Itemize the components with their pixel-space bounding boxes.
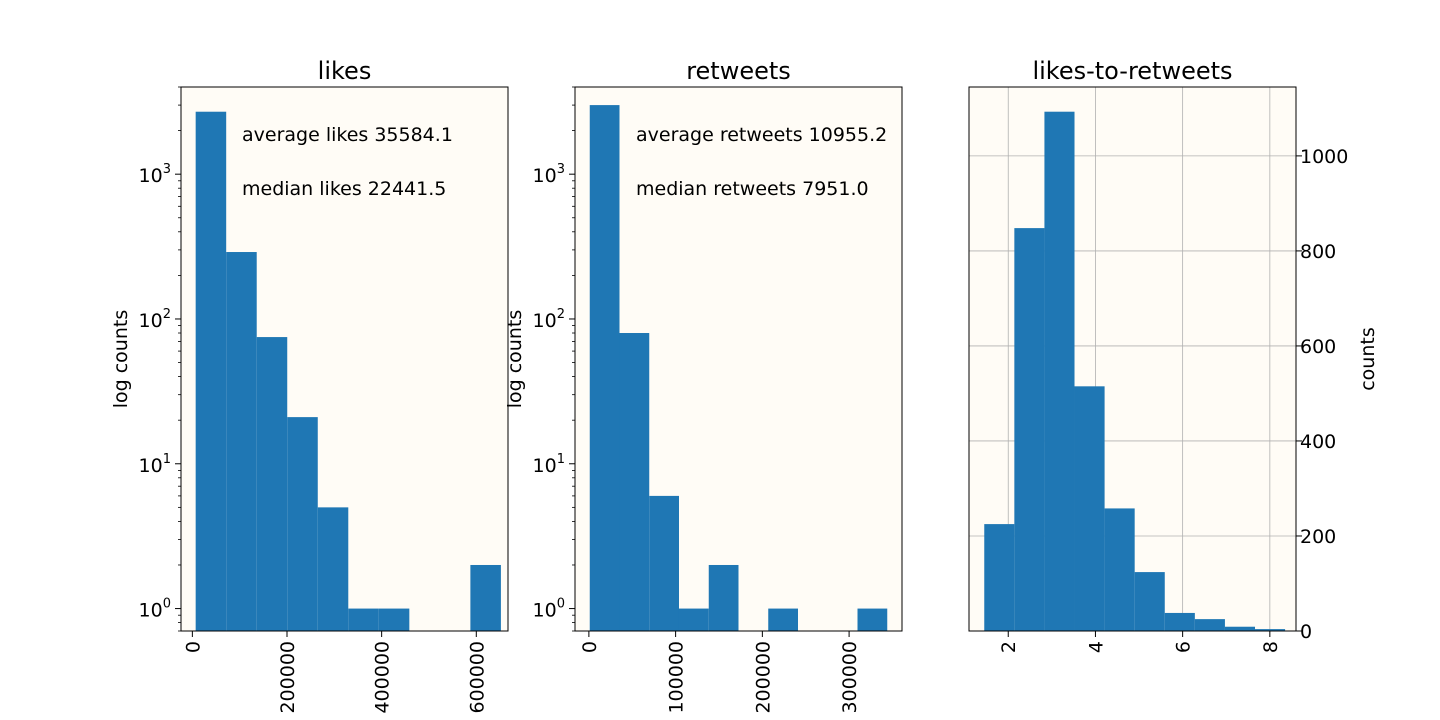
y-tick-label: 102 bbox=[139, 307, 171, 332]
histogram-bar bbox=[470, 564, 501, 631]
y-axis-label: log counts bbox=[110, 310, 132, 409]
y-axis-label: log counts bbox=[504, 310, 526, 409]
y-tick-label: 103 bbox=[139, 162, 171, 187]
axes-frame bbox=[968, 86, 1297, 632]
chart-title: retweets bbox=[686, 57, 791, 85]
x-tick-label: 600000 bbox=[466, 641, 488, 714]
x-tick-label: 6 bbox=[1173, 641, 1195, 653]
x-tick-label: 4 bbox=[1085, 641, 1107, 653]
annotation-text: average likes 35584.1 bbox=[242, 124, 453, 146]
annotation-text: median retweets 7951.0 bbox=[636, 178, 869, 200]
histogram-bar bbox=[1194, 619, 1225, 631]
y-axis-label: counts bbox=[1357, 327, 1379, 391]
x-tick-label: 100000 bbox=[666, 641, 688, 714]
x-tick-label: 0 bbox=[182, 641, 204, 653]
y-tick-label: 600 bbox=[1300, 336, 1336, 358]
histogram-bar bbox=[348, 608, 379, 631]
histogram-bar bbox=[1224, 626, 1256, 631]
histogram-bar bbox=[287, 417, 318, 631]
chart-title: likes bbox=[318, 57, 372, 85]
chart-panel-3: 2 4 6 8 0 200 400 600 800 1000 likes-to-retweets co… bbox=[968, 57, 1379, 653]
y-tick-label: 400 bbox=[1300, 431, 1336, 453]
histogram-bar bbox=[1074, 386, 1105, 631]
y-tick-label: 100 bbox=[139, 597, 171, 622]
y-tick-label: 103 bbox=[533, 162, 565, 187]
x-tick-label: 200000 bbox=[277, 641, 299, 714]
y-tick-label: 101 bbox=[533, 452, 565, 477]
histogram-bar bbox=[708, 564, 739, 631]
y-tick-label: 101 bbox=[139, 452, 171, 477]
chart-panel-1: 0 200000 400000 600000 100 101 102 103 likes log … bbox=[110, 57, 509, 714]
x-tick-label: 2 bbox=[998, 641, 1020, 653]
histogram-bar bbox=[678, 608, 709, 631]
histogram-bar bbox=[857, 608, 888, 631]
histogram-bar bbox=[378, 608, 410, 631]
histogram-bar bbox=[768, 608, 799, 631]
histogram-bar bbox=[195, 111, 227, 632]
histogram-bar bbox=[226, 252, 257, 631]
histogram-bar bbox=[984, 524, 1015, 631]
histogram-bar bbox=[1255, 629, 1286, 631]
histogram-bar bbox=[1164, 612, 1195, 631]
x-tick-label: 8 bbox=[1260, 641, 1282, 653]
histogram-bar bbox=[1044, 111, 1075, 631]
y-tick-label: 200 bbox=[1300, 526, 1336, 548]
x-tick-label: 0 bbox=[579, 641, 601, 653]
chart-title: likes-to-retweets bbox=[1032, 57, 1232, 85]
x-tick-label: 400000 bbox=[372, 641, 394, 714]
axes-frame bbox=[180, 86, 509, 632]
histogram-bar bbox=[256, 337, 288, 631]
y-tick-label: 100 bbox=[533, 597, 565, 622]
y-tick-label: 800 bbox=[1300, 241, 1336, 263]
y-tick-label: 102 bbox=[533, 307, 565, 332]
histogram-bar bbox=[1134, 572, 1165, 631]
x-tick-label: 300000 bbox=[839, 641, 861, 714]
histogram-bar bbox=[317, 507, 349, 631]
y-tick-label: 1000 bbox=[1300, 146, 1348, 168]
annotation-text: average retweets 10955.2 bbox=[636, 124, 887, 146]
histogram-bar bbox=[619, 333, 650, 631]
histogram-bar bbox=[1104, 508, 1135, 631]
histogram-bar bbox=[1014, 228, 1045, 631]
annotation-text: median likes 22441.5 bbox=[242, 178, 446, 200]
x-tick-label: 200000 bbox=[752, 641, 774, 714]
histogram-bar bbox=[649, 495, 679, 631]
chart-panel-2: 0 100000 200000 300000 100 101 102 103 retweets l… bbox=[504, 57, 903, 714]
y-tick-label: 0 bbox=[1300, 621, 1312, 643]
axes-frame bbox=[574, 86, 903, 632]
histogram-bar bbox=[589, 105, 620, 631]
